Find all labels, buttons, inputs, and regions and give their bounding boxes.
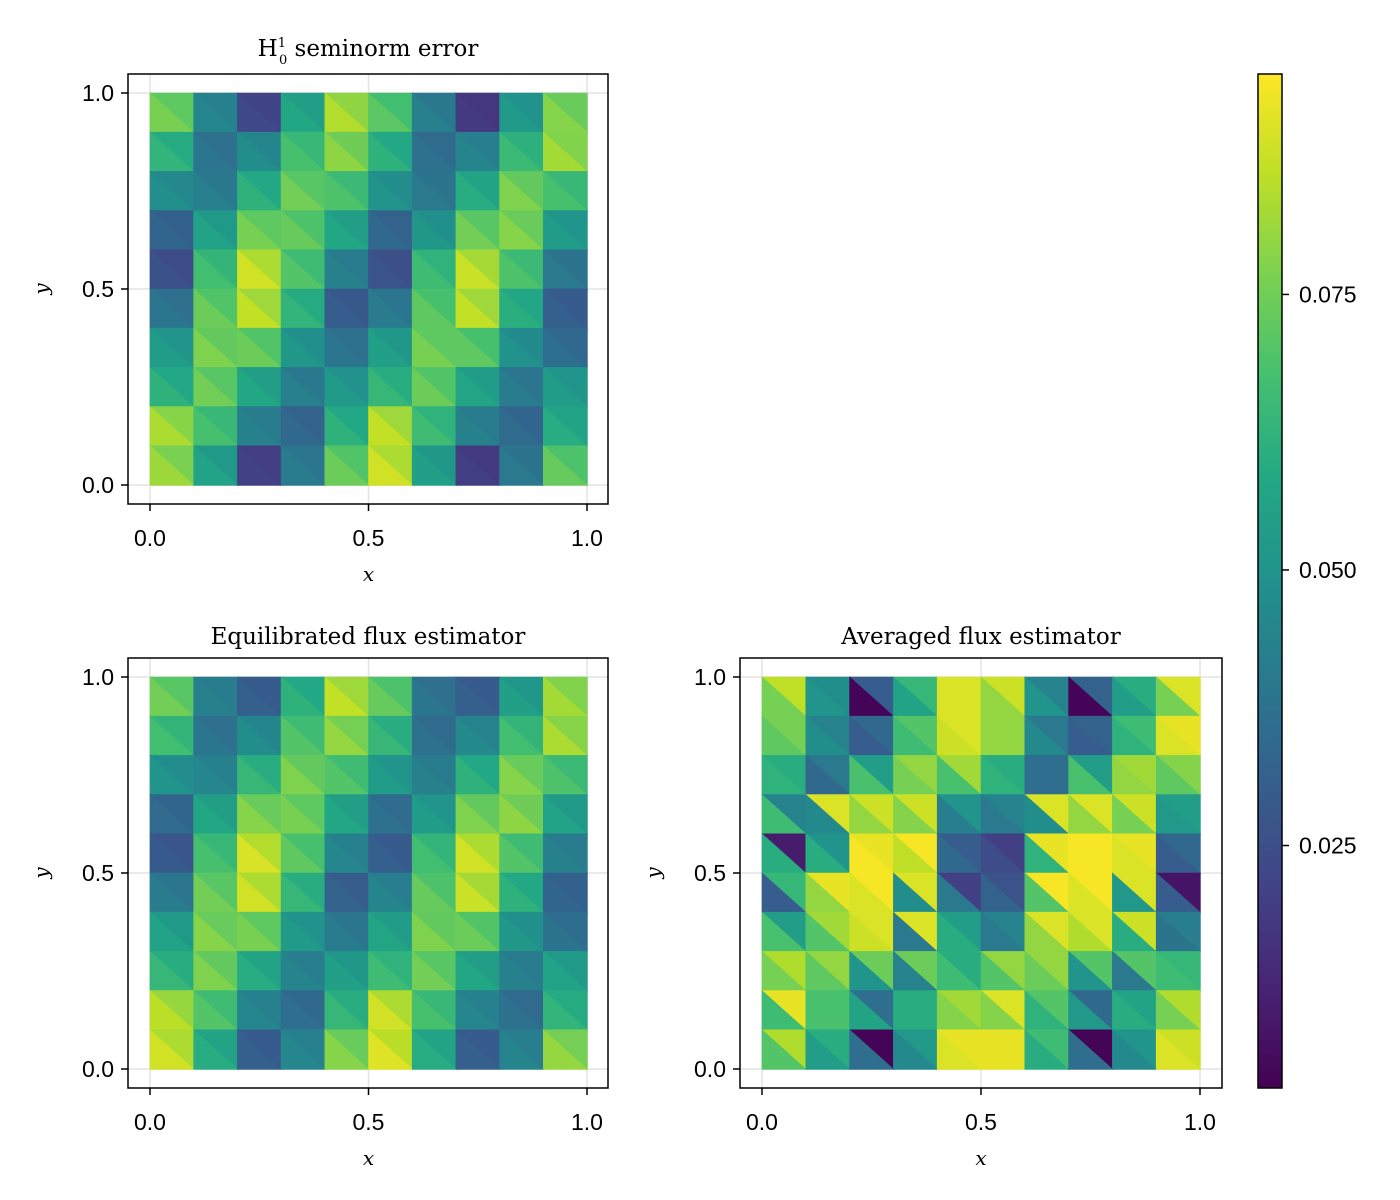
mesh-triangle xyxy=(368,445,414,486)
mesh-triangle xyxy=(411,445,458,486)
mesh-triangle xyxy=(805,1029,851,1070)
title-rest: seminorm error xyxy=(287,36,478,62)
mesh-triangle xyxy=(411,1029,458,1070)
mesh-cells xyxy=(761,676,1202,1071)
mesh-triangle xyxy=(455,445,501,486)
y-tick-label: 0.5 xyxy=(694,860,726,886)
colorbar-tick-label: 0.025 xyxy=(1299,833,1357,859)
mesh-triangle xyxy=(1024,1029,1070,1070)
mesh-triangle xyxy=(193,1029,239,1070)
x-tick-label: 0.5 xyxy=(965,1109,997,1135)
colorbar: 0.025 0.050 0.075 xyxy=(1257,73,1357,1089)
x-axis-label: x xyxy=(363,1146,374,1170)
mesh-triangle xyxy=(499,1029,545,1070)
mesh-triangle xyxy=(893,1029,939,1070)
mesh-cells xyxy=(149,92,589,487)
panel-seminorm-error-title: H1 0 seminorm error xyxy=(258,36,479,68)
x-tick-label: 0.5 xyxy=(353,525,385,551)
colorbar-tick-label: 0.050 xyxy=(1299,557,1357,583)
panel-equilibrated-flux: Equilibrated flux estimator 0.0 0.5 1.00.0… xyxy=(29,624,609,1170)
y-tick-label: 0.5 xyxy=(82,276,114,302)
panel-averaged-flux-title: Averaged flux estimator xyxy=(840,624,1120,650)
y-axis-label: y xyxy=(29,283,53,296)
mesh-triangle xyxy=(849,1029,895,1070)
panel-equilibrated-plot-area: 0.0 0.5 1.0 0.0 0.5 1.0 x y xyxy=(29,657,609,1170)
y-axis-label: y xyxy=(29,867,53,880)
mesh-triangle xyxy=(542,1029,589,1070)
mesh-triangle xyxy=(761,1029,807,1070)
y-tick-label: 0.0 xyxy=(82,472,114,498)
mesh-triangle xyxy=(237,1029,283,1070)
y-tick-label: 1.0 xyxy=(694,664,726,690)
x-tick-label: 0.0 xyxy=(134,525,166,551)
mesh-triangle xyxy=(455,1029,501,1070)
panel-seminorm-plot-area: 0.0 0.5 1.0 0.0 0.5 1.0 x y xyxy=(29,73,609,586)
x-axis-label: x xyxy=(363,562,374,586)
title-superscript: 1 xyxy=(278,36,286,51)
mesh-triangle xyxy=(280,1029,326,1070)
panel-averaged-flux: Averaged flux estimator 0.0 0.5 1.0 0.0 0.5 1… xyxy=(641,624,1223,1170)
mesh-triangle xyxy=(193,445,239,486)
mesh-cells xyxy=(149,676,589,1071)
mesh-triangle xyxy=(368,1029,414,1070)
x-tick-label: 1.0 xyxy=(571,525,603,551)
mesh-triangle xyxy=(280,445,326,486)
x-tick-label: 0.0 xyxy=(134,1109,166,1135)
colorbar-tick-label: 0.075 xyxy=(1299,281,1357,307)
x-axis-label: x xyxy=(975,1146,986,1170)
y-tick-label: 0.0 xyxy=(82,1056,114,1082)
y-tick-label: 0.5 xyxy=(82,860,114,886)
title-subscript: 0 xyxy=(279,53,287,68)
mesh-triangle xyxy=(1155,1029,1202,1070)
x-tick-label: 1.0 xyxy=(571,1109,603,1135)
y-tick-label: 1.0 xyxy=(82,664,114,690)
mesh-triangle xyxy=(542,445,589,486)
mesh-triangle xyxy=(237,445,283,486)
mesh-triangle xyxy=(324,1029,370,1070)
mesh-triangle xyxy=(936,1029,983,1070)
panel-averaged-plot-area: 0.0 0.5 1.0 0.0 0.5 1.0 x y xyxy=(641,657,1223,1170)
mesh-triangle xyxy=(324,445,370,486)
y-tick-label: 1.0 xyxy=(82,80,114,106)
panel-seminorm-error: H1 0 seminorm error 0.0 0.5 1.0 0.0 0.5 1.0 x y xyxy=(29,36,609,586)
x-tick-label: 0.0 xyxy=(746,1109,778,1135)
colorbar-frame xyxy=(1257,73,1283,1089)
y-tick-label: 0.0 xyxy=(694,1056,726,1082)
mesh-triangle xyxy=(980,1029,1026,1070)
colorbar-gradient xyxy=(1258,74,1282,1088)
mesh-triangle xyxy=(1112,1029,1158,1070)
title-h-base: H xyxy=(258,36,278,62)
x-tick-label: 1.0 xyxy=(1184,1109,1216,1135)
mesh-triangle xyxy=(149,1029,195,1070)
mesh-triangle xyxy=(149,445,195,486)
x-tick-label: 0.5 xyxy=(353,1109,385,1135)
panel-equilibrated-flux-title: Equilibrated flux estimator xyxy=(211,624,526,650)
y-axis-label: y xyxy=(641,867,665,880)
mesh-triangle xyxy=(1068,1029,1114,1070)
mesh-triangle xyxy=(499,445,545,486)
